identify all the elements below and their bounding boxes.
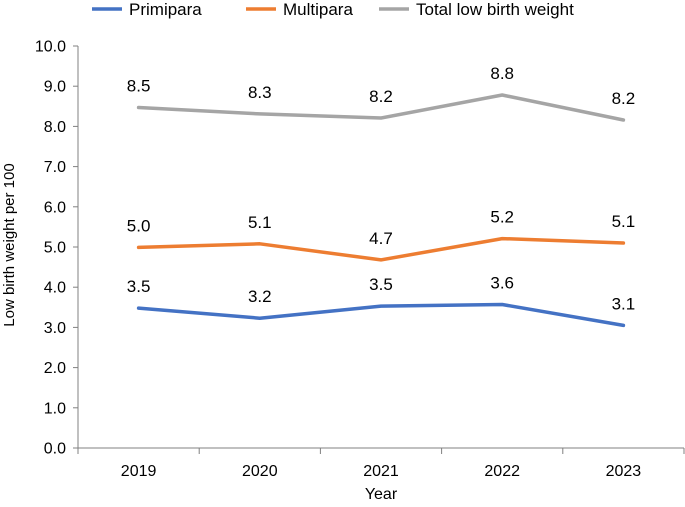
data-label: 5.1	[612, 212, 636, 231]
series-lines	[136, 93, 626, 328]
legend-label: Total low birth weight	[416, 0, 574, 19]
data-label: 3.1	[612, 294, 636, 313]
y-tick-label: 0.0	[44, 441, 66, 458]
y-tick-label: 5.0	[44, 240, 66, 257]
data-label: 4.7	[369, 229, 393, 248]
x-tick-label: 2022	[484, 463, 520, 480]
y-tick-label: 9.0	[44, 79, 66, 96]
data-label: 8.3	[248, 83, 272, 102]
data-label: 3.6	[490, 273, 514, 292]
x-tick-label: 2023	[606, 463, 642, 480]
data-label: 8.8	[490, 64, 514, 83]
data-label: 8.2	[369, 87, 393, 106]
data-label: 3.2	[248, 287, 272, 306]
series-line-primipara	[136, 302, 626, 328]
x-axis-title: Year	[365, 486, 398, 503]
y-axis-title: Low birth weight per 100	[1, 163, 18, 326]
data-label: 3.5	[369, 275, 393, 294]
x-axis: 2019 2020 2021 2022 2023	[77, 447, 685, 480]
data-label: 8.5	[127, 77, 151, 96]
data-label: 8.2	[612, 89, 636, 108]
y-tick-label: 10.0	[35, 39, 66, 56]
series-line-total-low-birth-weight	[136, 93, 626, 122]
y-tick-label: 4.0	[44, 280, 66, 297]
legend: Primipara Multipara Total low birth weight	[92, 0, 574, 19]
x-tick-label: 2020	[242, 463, 278, 480]
y-axis: 0.0 1.0 2.0 3.0 4.0 5.0 6.0 7.0 8.0 9.0 10.0	[35, 39, 79, 458]
x-tick-label: 2019	[121, 463, 157, 480]
data-label: 3.5	[127, 277, 151, 296]
data-label: 5.0	[127, 216, 151, 235]
series-line-multipara	[136, 236, 626, 262]
y-tick-label: 8.0	[44, 119, 66, 136]
y-tick-label: 1.0	[44, 400, 66, 417]
y-tick-label: 7.0	[44, 159, 66, 176]
y-tick-label: 6.0	[44, 199, 66, 216]
y-tick-label: 3.0	[44, 320, 66, 337]
legend-label: Multipara	[283, 0, 353, 19]
legend-label: Primipara	[129, 0, 202, 19]
y-tick-label: 2.0	[44, 360, 66, 377]
x-tick-label: 2021	[363, 463, 399, 480]
data-label: 5.1	[248, 213, 272, 232]
data-labels: 3.5 3.2 3.5 3.6 3.1 5.0 5.1 4.7 5.2 5.1 8.5 8.3 8.2 8…	[127, 64, 635, 313]
data-label: 5.2	[490, 208, 514, 227]
